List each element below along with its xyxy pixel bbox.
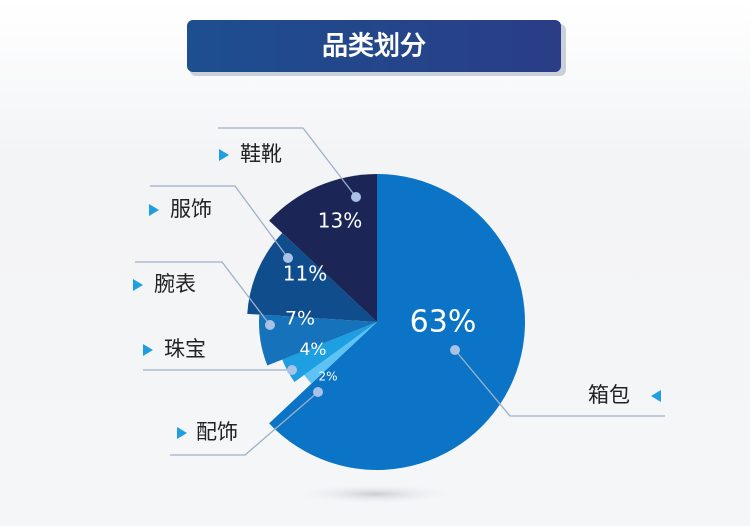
leader-dot <box>265 320 275 330</box>
chart-title: 品类划分 <box>322 32 426 62</box>
category-label: 服饰 <box>170 197 212 221</box>
title-banner <box>187 20 561 72</box>
value-label: 7% <box>285 308 315 330</box>
value-label: 63% <box>410 305 477 340</box>
marker-triangle <box>651 390 661 402</box>
value-label: 2% <box>318 370 337 384</box>
value-label: 4% <box>300 340 327 360</box>
leader-dot <box>351 192 361 202</box>
leader-dot <box>283 253 293 263</box>
pie-slice <box>282 322 377 382</box>
pie-slice <box>259 314 377 366</box>
category-label: 箱包 <box>588 383 630 407</box>
category-label: 鞋靴 <box>240 142 282 166</box>
leader-dot <box>313 387 323 397</box>
marker-triangle <box>149 204 159 216</box>
pie-slice <box>247 233 377 322</box>
pie-slice <box>269 174 526 470</box>
leader-line <box>170 391 319 456</box>
pie-slice <box>304 322 377 384</box>
marker-triangle <box>133 279 143 291</box>
pie <box>247 174 526 470</box>
leader-line <box>150 185 289 259</box>
leader-line <box>454 349 665 417</box>
value-label: 11% <box>283 262 327 286</box>
category-label: 珠宝 <box>164 337 206 361</box>
category-label: 腕表 <box>154 272 196 296</box>
leader-line <box>135 261 271 326</box>
leader-dot <box>287 365 297 375</box>
marker-triangle <box>143 344 153 356</box>
pie-slice <box>269 174 377 322</box>
pie-shadow <box>295 484 455 504</box>
value-label: 13% <box>318 209 362 233</box>
leader-line <box>218 127 357 198</box>
category-label: 配饰 <box>196 420 238 444</box>
marker-triangle <box>177 427 187 439</box>
marker-triangle <box>219 149 229 161</box>
leader-dot <box>450 345 460 355</box>
